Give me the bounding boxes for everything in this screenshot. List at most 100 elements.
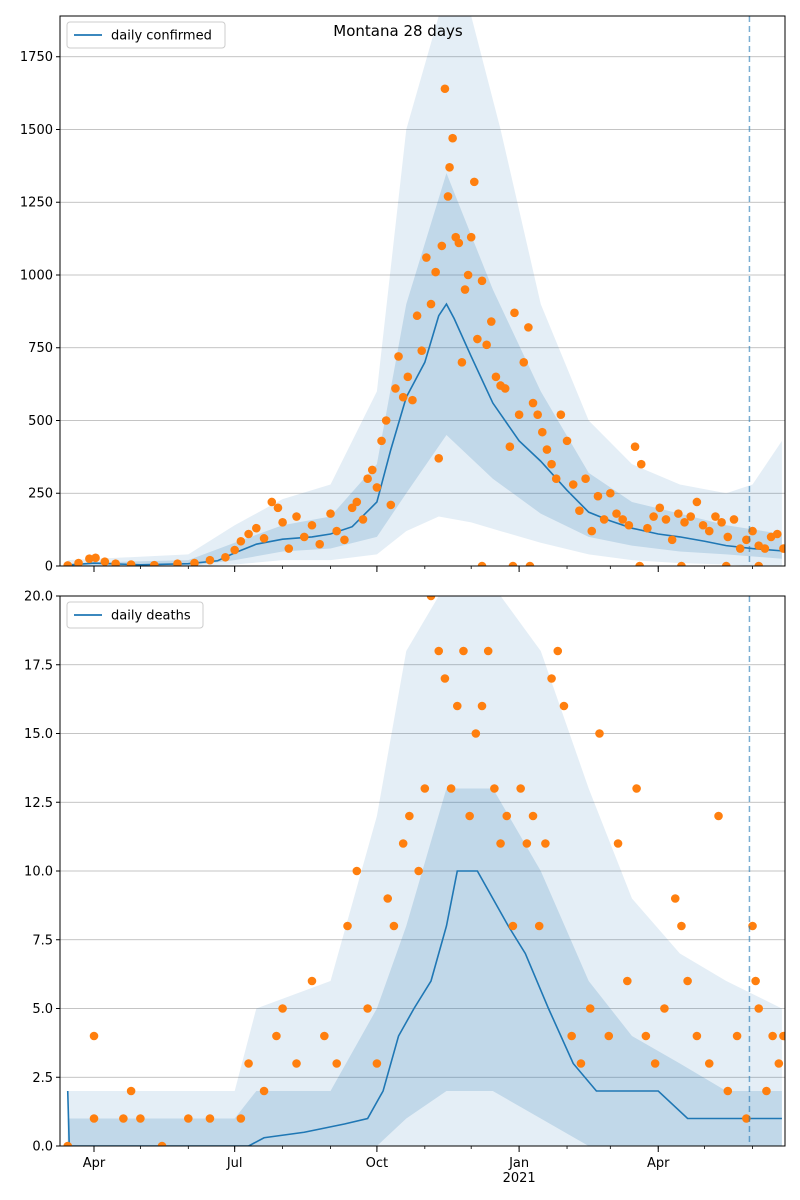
data-point [403,372,413,382]
y-tick-label: 10.0 [24,865,53,880]
data-point [440,674,450,683]
data-point [459,646,468,656]
data-point [704,526,714,536]
data-point [667,535,677,545]
deaths-panel: 0.0 2.5 5.0 7.5 10.0 12.5 15.0 17.5 20.0 Apr Jul Oc… [24,590,786,1186]
data-point [567,1031,576,1041]
data-point [230,545,239,555]
data-point [466,232,476,242]
data-point [723,532,733,542]
confirmed-panel: 0 250 500 750 1000 1250 1500 1750 daily confirme… [20,15,786,575]
data-point [74,558,83,566]
data-point [473,334,482,344]
data-point [352,866,362,876]
data-point [126,1086,136,1096]
data-point [559,701,569,711]
plot-area [60,596,785,1146]
data-point [244,529,253,539]
data-point [483,646,493,656]
y-tick-label: 1750 [20,50,53,65]
data-point [514,410,524,419]
data-point [624,520,634,530]
data-point [394,352,403,361]
data-point [774,1059,784,1068]
data-point [267,497,277,507]
data-point [273,503,283,513]
data-point [595,729,604,738]
data-point [482,340,491,350]
data-point [729,515,739,524]
data-point [541,839,550,848]
data-point [692,1031,702,1041]
legend: daily deaths [66,601,204,629]
data-point [454,238,464,248]
data-point [408,395,417,405]
data-point [278,1004,287,1013]
band-inner [67,173,782,566]
data-point [500,384,510,393]
data-point [528,811,538,821]
data-point [649,512,658,521]
data-point [307,520,317,530]
data-point [748,526,757,536]
data-point [477,561,487,566]
data-point [723,1086,733,1096]
data-point [568,480,578,489]
data-point [111,559,120,566]
y-tick-label: 1000 [20,268,53,283]
legend-box [66,21,226,49]
data-point [89,1114,99,1123]
data-point [524,323,533,332]
data-point [525,561,535,566]
data-point [91,553,100,563]
data-point [486,317,496,326]
data-point [221,552,230,562]
data-point [63,561,73,566]
data-point [677,561,686,566]
data-point [641,1031,651,1041]
data-point [551,474,561,483]
data-point [553,646,563,656]
data-point [655,503,665,513]
legend-label: daily deaths [111,609,191,624]
data-point [184,1114,193,1123]
data-point [252,523,261,533]
data-point [377,436,386,446]
data-point [496,839,505,848]
data-point [698,520,708,530]
data-point [420,784,430,793]
data-point [347,503,357,513]
data-point [448,133,457,143]
data-point [437,241,447,251]
data-point [272,1031,281,1041]
data-point [426,596,436,601]
data-point [452,701,462,711]
data-point [315,539,325,549]
data-point [538,427,547,437]
data-point [463,270,473,280]
y-tick-label: 17.5 [24,658,53,673]
data-point [630,442,640,451]
data-point [386,500,396,510]
data-point [779,1031,785,1041]
data-point [735,544,745,553]
data-point [754,561,764,566]
data-point [389,921,399,931]
data-point [686,512,696,521]
data-point [692,497,702,507]
legend-box [66,601,204,629]
data-point [732,1031,742,1041]
data-point [367,465,377,475]
data-point [340,535,349,545]
data-point [604,1031,614,1041]
data-point [547,674,556,683]
y-tick-label: 20.0 [24,590,53,605]
data-point [680,518,689,527]
data-point [742,1114,751,1123]
data-point [363,1004,372,1013]
data-point [157,1141,167,1146]
data-point [477,701,487,711]
data-point [259,1086,269,1096]
data-point [278,518,287,527]
